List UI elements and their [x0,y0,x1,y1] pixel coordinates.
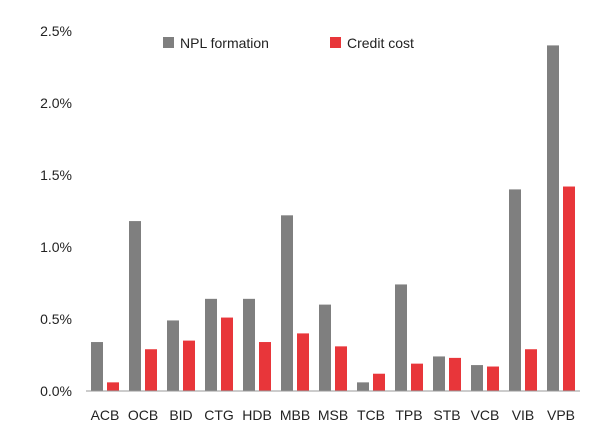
bars [91,45,575,392]
bar-npl-formation-bid [167,320,179,391]
y-tick-label: 1.5% [40,167,72,183]
bar-credit-cost-acb [107,382,119,391]
x-tick-label: MBB [280,407,310,423]
x-tick-label: TPB [395,407,422,423]
legend-swatch [330,37,341,48]
legend-swatch [163,37,174,48]
bar-credit-cost-tcb [373,373,385,391]
bar-credit-cost-hdb [259,342,271,391]
bar-npl-formation-vcb [471,365,483,391]
bar-npl-formation-vib [509,189,521,391]
x-tick-label: STB [433,407,460,423]
y-axis-ticks: 0.0% 0.5% 1.0% 1.5% 2.0% 2.5% [40,23,72,399]
bar-credit-cost-vpb [563,186,575,391]
bar-credit-cost-ctg [221,317,233,391]
bar-credit-cost-ocb [145,349,157,391]
bar-npl-formation-tpb [395,284,407,391]
x-axis-categories: ACB OCB BID CTG HDB MBB MSB TCB TPB STB VCB VIB VPB [91,407,575,423]
legend-label: Credit cost [347,35,414,51]
bar-credit-cost-tpb [411,363,423,391]
x-tick-label: MSB [318,407,348,423]
x-tick-label: HDB [242,407,272,423]
bar-npl-formation-ctg [205,298,217,391]
x-tick-label: TCB [357,407,385,423]
y-tick-label: 0.0% [40,383,72,399]
bar-credit-cost-vib [525,349,537,391]
bar-npl-formation-vpb [547,45,559,392]
y-tick-label: 0.5% [40,311,72,327]
bar-npl-formation-acb [91,342,103,391]
x-tick-label: VPB [547,407,575,423]
x-tick-label: OCB [128,407,158,423]
y-tick-label: 1.0% [40,239,72,255]
y-tick-label: 2.5% [40,23,72,39]
x-tick-label: CTG [204,407,234,423]
legend: NPL formation Credit cost [163,35,414,51]
x-tick-label: VCB [471,407,500,423]
legend-label: NPL formation [180,35,269,51]
bar-npl-formation-tcb [357,382,369,391]
bar-npl-formation-mbb [281,215,293,391]
x-tick-label: VIB [512,407,535,423]
bar-credit-cost-bid [183,340,195,391]
bar-npl-formation-hdb [243,298,255,391]
bar-credit-cost-msb [335,346,347,391]
bar-credit-cost-mbb [297,333,309,391]
bar-npl-formation-msb [319,304,331,391]
bar-npl-formation-stb [433,356,445,391]
x-tick-label: BID [169,407,192,423]
x-tick-label: ACB [91,407,120,423]
bar-credit-cost-stb [449,357,461,391]
bar-npl-formation-ocb [129,221,141,391]
y-tick-label: 2.0% [40,95,72,111]
bar-credit-cost-vcb [487,366,499,391]
